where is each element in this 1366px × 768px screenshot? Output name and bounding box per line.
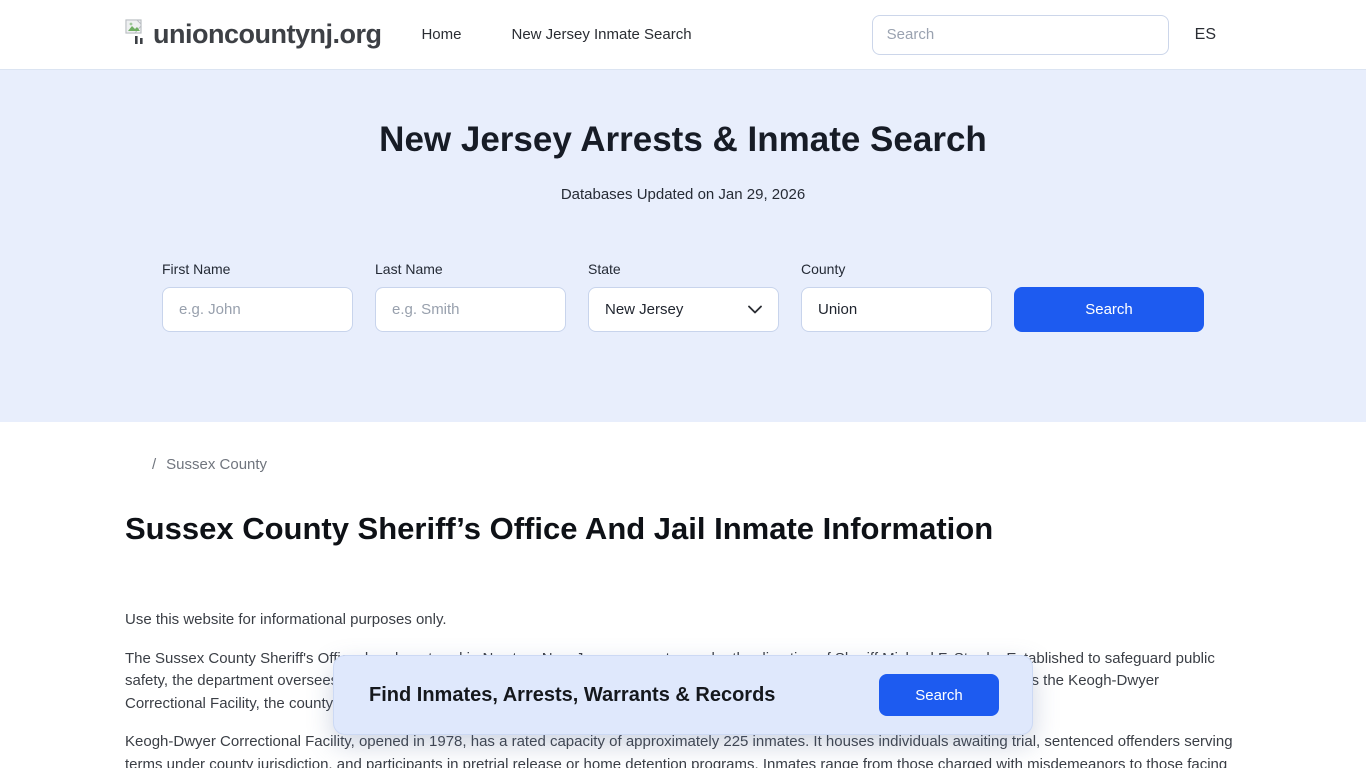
databases-updated-text: Databases Updated on Jan 29, 2026 [560, 186, 806, 203]
inmate-search-form: First Name Last Name State New Jersey Co… [0, 261, 1366, 332]
promo-banner: Find Inmates, Arrests, Warrants & Record… [333, 655, 1033, 735]
site-logo[interactable]: unioncountynj.org [125, 19, 382, 50]
nav-link-inmate-search[interactable]: New Jersey Inmate Search [511, 26, 692, 43]
breadcrumb-separator: / [152, 456, 157, 473]
state-label: State [588, 261, 621, 277]
state-select-value: New Jersey [605, 301, 684, 318]
hero-title: New Jersey Arrests & Inmate Search [379, 120, 987, 159]
search-submit-button[interactable]: Search [1014, 287, 1204, 332]
first-name-label: First Name [162, 261, 231, 277]
first-name-field-group: First Name [162, 261, 353, 332]
page-title: Sussex County Sheriff’s Office And Jail … [125, 511, 994, 546]
last-name-field-group: Last Name [375, 261, 566, 332]
broken-image-icon [125, 19, 149, 50]
site-header: unioncountynj.org Home New Jersey Inmate… [0, 0, 1366, 70]
first-name-input[interactable] [162, 287, 353, 332]
hero-section: New Jersey Arrests & Inmate Search Datab… [0, 70, 1366, 422]
chevron-down-icon [748, 301, 762, 318]
state-select[interactable]: New Jersey [588, 287, 779, 332]
breadcrumb-current[interactable]: Sussex County [166, 456, 268, 473]
main-nav: Home New Jersey Inmate Search [421, 26, 691, 43]
logo-text: unioncountynj.org [153, 19, 382, 49]
last-name-input[interactable] [375, 287, 566, 332]
county-input[interactable] [801, 287, 992, 332]
last-name-label: Last Name [375, 261, 443, 277]
county-label: County [801, 261, 846, 277]
language-toggle[interactable]: ES [1194, 25, 1216, 43]
breadcrumb: / Sussex County [125, 456, 1241, 473]
nav-link-home[interactable]: Home [421, 26, 462, 43]
promo-banner-text: Find Inmates, Arrests, Warrants & Record… [369, 683, 776, 706]
header-search-input[interactable] [871, 14, 1169, 55]
facility-paragraph: Keogh-Dwyer Correctional Facility, opene… [125, 733, 1233, 768]
county-field-group: County [801, 261, 992, 332]
state-field-group: State New Jersey [588, 261, 779, 332]
disclaimer-text: Use this website for informational purpo… [125, 611, 447, 628]
promo-banner-search-button[interactable]: Search [879, 674, 999, 716]
